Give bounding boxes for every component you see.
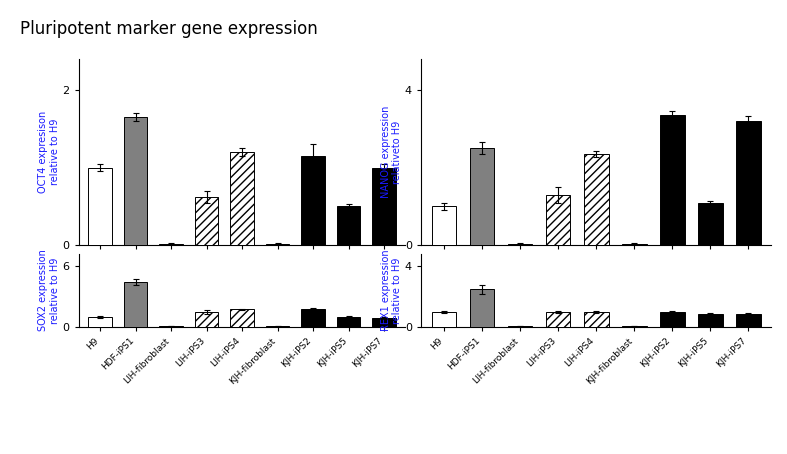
Bar	[736, 314, 761, 327]
Bar	[698, 203, 722, 245]
Bar	[622, 244, 647, 245]
Bar	[584, 154, 608, 245]
Bar	[301, 309, 324, 327]
Bar	[622, 326, 647, 327]
Bar	[337, 317, 360, 327]
Bar	[301, 156, 324, 245]
Bar	[470, 148, 494, 245]
Bar	[584, 312, 608, 327]
Bar	[431, 207, 456, 245]
Bar	[88, 168, 112, 245]
Bar	[231, 152, 253, 245]
Bar	[545, 195, 571, 245]
Bar	[545, 312, 571, 327]
Bar	[195, 312, 218, 327]
Bar	[372, 318, 396, 327]
Bar	[195, 197, 218, 245]
Bar	[266, 244, 289, 245]
Bar	[124, 282, 147, 327]
Text: Pluripotent marker gene expression: Pluripotent marker gene expression	[20, 20, 318, 38]
Y-axis label: OCT4 expresison
relative to H9: OCT4 expresison relative to H9	[38, 111, 60, 193]
Bar	[160, 244, 183, 245]
Bar	[698, 314, 722, 327]
Bar	[337, 207, 360, 245]
Y-axis label: NANOG expression
relativeto H9: NANOG expression relativeto H9	[380, 106, 402, 198]
Bar	[266, 326, 289, 327]
Bar	[470, 289, 494, 327]
Bar	[431, 312, 456, 327]
Bar	[88, 317, 112, 327]
Bar	[508, 326, 532, 327]
Bar	[508, 244, 532, 245]
Bar	[231, 309, 253, 327]
Bar	[124, 117, 147, 245]
Bar	[660, 312, 685, 327]
Bar	[736, 121, 761, 245]
Bar	[372, 168, 396, 245]
Y-axis label: SOX2 expression
relative to H9: SOX2 expression relative to H9	[39, 250, 60, 331]
Bar	[660, 115, 685, 245]
Y-axis label: REX1 expression
relative to H9: REX1 expression relative to H9	[380, 250, 402, 331]
Bar	[160, 326, 183, 327]
